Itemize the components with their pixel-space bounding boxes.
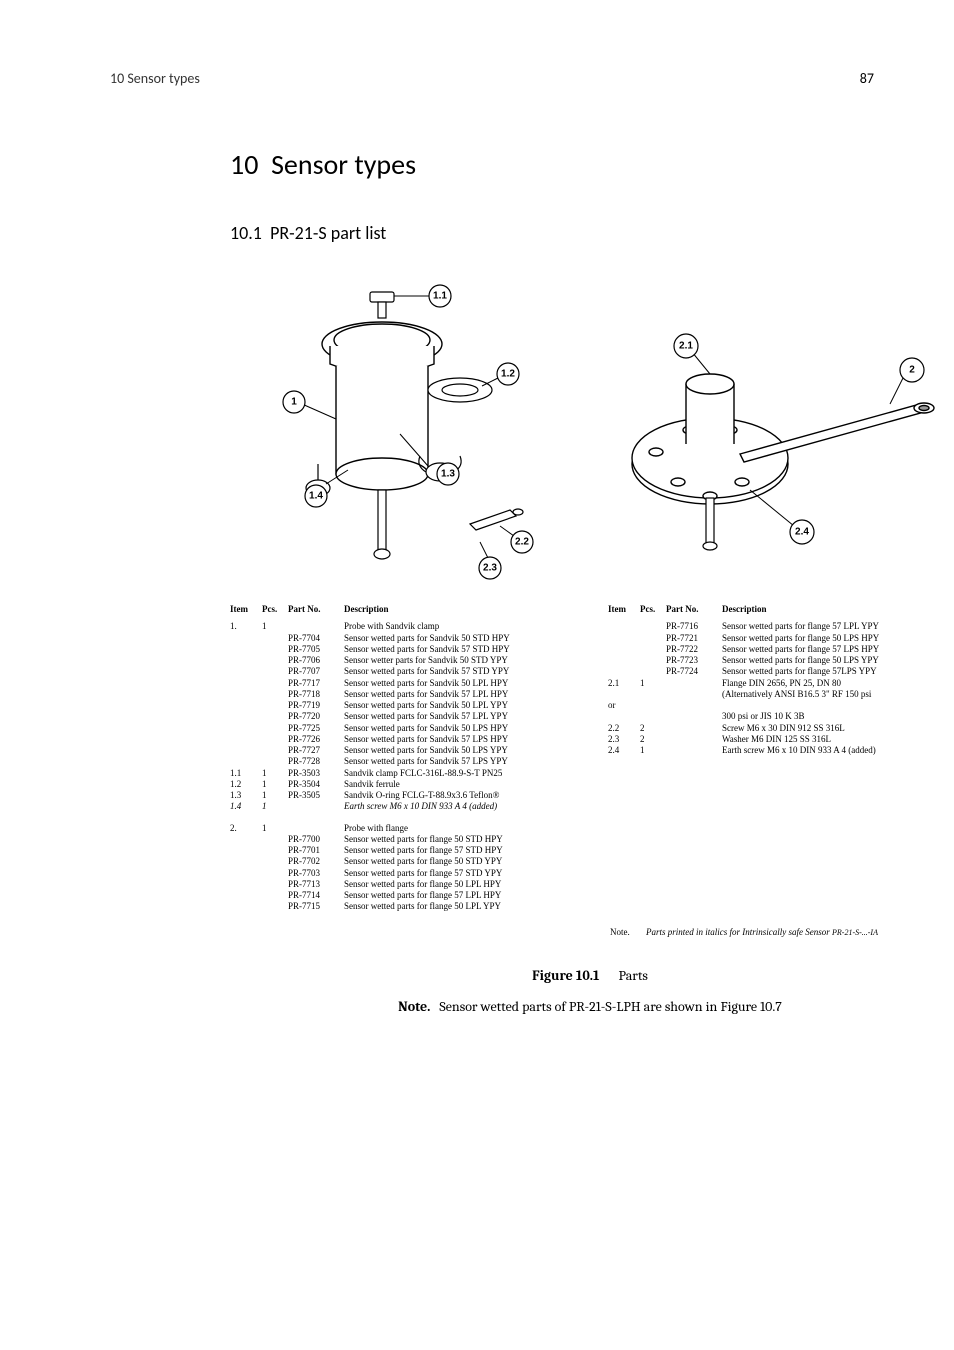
parts-row: PR-7721Sensor wetted parts for flange 50… [608,633,938,644]
svg-text:2.2: 2.2 [515,537,529,548]
caption-label: Figure 10.1 [532,967,599,984]
parts-row: PR-7707Sensor wetted parts for Sandvik 5… [230,666,590,677]
col-header-right: Item Pcs. Part No. Description [608,604,938,615]
col-header-left: Item Pcs. Part No. Description [230,604,590,615]
parts-col-right: Item Pcs. Part No. Description PR-7716Se… [608,604,938,913]
parts-row: PR-7720Sensor wetted parts for Sandvik 5… [230,711,590,722]
parts-row: PR-7701Sensor wetted parts for flange 57… [230,845,590,856]
parts-row: PR-7706Sensor wetter parts for Sandvik 5… [230,655,590,666]
parts-row: PR-7726Sensor wetted parts for Sandvik 5… [230,734,590,745]
parts-row: PR-7716Sensor wetted parts for flange 57… [608,621,938,632]
parts-footnote: Note. Parts printed in italics for Intri… [610,927,950,937]
parts-row: PR-7718Sensor wetted parts for Sandvik 5… [230,689,590,700]
diagram-left: 1 1.1 1.2 1.3 1.4 2.2 2.3 [230,274,570,594]
parts-row: 2.32Washer M6 DIN 125 SS 316L [608,734,938,745]
hdr-pcs: Pcs. [262,604,288,615]
parts-col-left: Item Pcs. Part No. Description 1.1Probe … [230,604,590,913]
parts-row: 1.1Probe with Sandvik clamp [230,621,590,632]
running-header: 10 Sensor types [110,70,874,87]
footnote-tail: PR-21-S-...-IA [832,928,878,937]
parts-row: PR-7724Sensor wetted parts for flange 57… [608,666,938,677]
probe-flange-svg: 2 2.1 2.4 [590,274,950,594]
svg-text:1.1: 1.1 [433,291,447,302]
section-num: 10.1 [230,222,262,244]
parts-row: PR-7700Sensor wetted parts for flange 50… [230,834,590,845]
caption-text: Parts [619,967,648,984]
parts-row: PR-7713Sensor wetted parts for flange 50… [230,879,590,890]
figure-block: 1 1.1 1.2 1.3 1.4 2.2 2.3 [230,274,950,1015]
svg-text:2.3: 2.3 [483,563,497,574]
parts-row: PR-7715Sensor wetted parts for flange 50… [230,901,590,912]
footnote-text: Parts printed in italics for Intrinsical… [646,927,832,937]
parts-row: 1.11PR-3503Sandvik clamp FCLC-316L-88.9-… [230,768,590,779]
diagram-right: 2 2.1 2.4 [590,274,950,594]
header-left: 10 Sensor types [110,70,200,87]
parts-row: PR-7728Sensor wetted parts for Sandvik 5… [230,756,590,767]
section-title: 10.1 PR-21-S part list [230,222,874,244]
hdr-item: Item [230,604,262,615]
parts-row: 300 psi or JIS 10 K 3B [608,711,938,722]
parts-row: PR-7714Sensor wetted parts for flange 57… [230,890,590,901]
parts-row: PR-7704Sensor wetted parts for Sandvik 5… [230,633,590,644]
parts-row: PR-7719Sensor wetted parts for Sandvik 5… [230,700,590,711]
parts-columns: Item Pcs. Part No. Description 1.1Probe … [230,604,950,913]
svg-text:2.4: 2.4 [795,527,809,538]
parts-row: 1.21PR-3504Sandvik ferrule [230,779,590,790]
svg-text:1.3: 1.3 [441,469,455,480]
parts-row: PR-7717Sensor wetted parts for Sandvik 5… [230,678,590,689]
parts-row: PR-7723Sensor wetted parts for flange 50… [608,655,938,666]
page-number: 87 [860,70,874,87]
parts-row: 2.1Probe with flange [230,823,590,834]
chapter-text: Sensor types [271,147,416,182]
probe-clamp-svg: 1 1.1 1.2 1.3 1.4 2.2 2.3 [230,274,570,594]
parts-row: PR-7703Sensor wetted parts for flange 57… [230,868,590,879]
chapter-num: 10 [230,147,258,182]
left-body: 1.1Probe with Sandvik clampPR-7704Sensor… [230,621,590,912]
parts-row: (Alternatively ANSI B16.5 3" RF 150 psi [608,689,938,700]
hdr-part: Part No. [666,604,722,615]
parts-row: PR-7727Sensor wetted parts for Sandvik 5… [230,745,590,756]
parts-row: 1.41Earth screw M6 x 10 DIN 933 A 4 (add… [230,801,590,812]
hdr-part: Part No. [288,604,344,615]
hdr-desc: Description [344,604,590,615]
chapter-title: 10 Sensor types [230,147,874,182]
footnote-label: Note. [610,927,630,937]
svg-text:2.1: 2.1 [679,341,693,352]
note-label: Note. [398,998,430,1015]
parts-row: or [608,700,938,711]
figure-caption: Figure 10.1 Parts [230,967,950,984]
right-body: PR-7716Sensor wetted parts for flange 57… [608,621,938,756]
parts-row: PR-7702Sensor wetted parts for flange 50… [230,856,590,867]
note-text: Sensor wetted parts of PR-21-S-LPH are s… [439,998,782,1015]
parts-row: 2.41Earth screw M6 x 10 DIN 933 A 4 (add… [608,745,938,756]
hdr-desc: Description [722,604,938,615]
parts-row: 1.31PR-3505Sandvik O-ring FCLG-T-88.9x3.… [230,790,590,801]
parts-row: PR-7722Sensor wetted parts for flange 57… [608,644,938,655]
parts-row: PR-7705Sensor wetted parts for Sandvik 5… [230,644,590,655]
svg-text:1.4: 1.4 [309,491,323,502]
hdr-item: Item [608,604,640,615]
svg-text:2: 2 [909,365,915,376]
diagram-row: 1 1.1 1.2 1.3 1.4 2.2 2.3 [230,274,950,594]
svg-text:1.2: 1.2 [501,369,515,380]
hdr-pcs: Pcs. [640,604,666,615]
parts-row: 2.11Flange DIN 2656, PN 25, DN 80 [608,678,938,689]
parts-row: PR-7725Sensor wetted parts for Sandvik 5… [230,723,590,734]
note-line: Note. Sensor wetted parts of PR-21-S-LPH… [230,998,950,1015]
parts-row: 2.22Screw M6 x 30 DIN 912 SS 316L [608,723,938,734]
svg-text:1: 1 [291,397,297,408]
section-text: PR-21-S part list [270,222,386,244]
